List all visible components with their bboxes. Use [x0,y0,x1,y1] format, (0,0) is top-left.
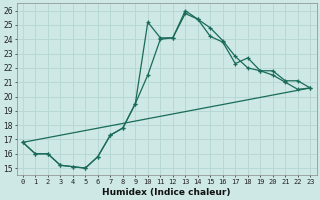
X-axis label: Humidex (Indice chaleur): Humidex (Indice chaleur) [102,188,231,197]
